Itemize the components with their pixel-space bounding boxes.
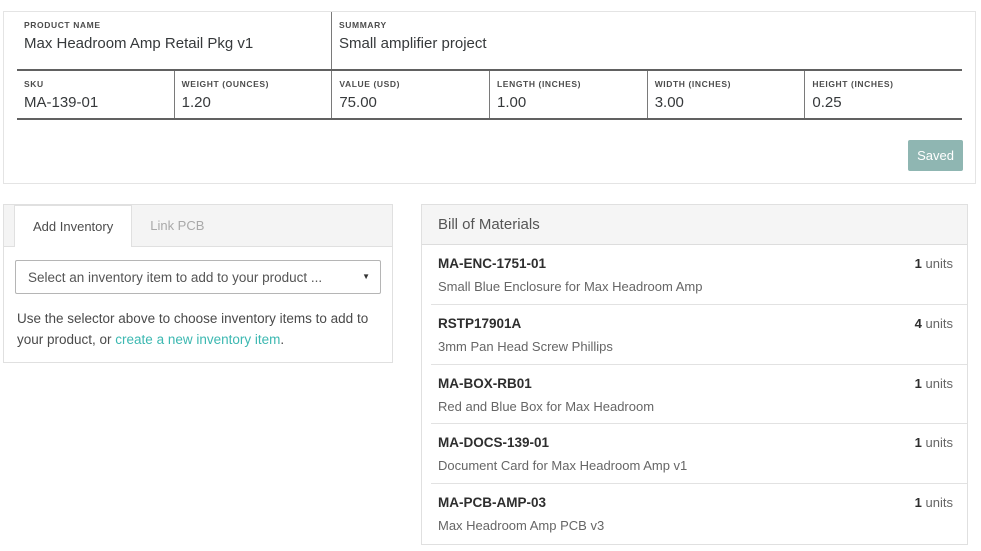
bom-item-description: Max Headroom Amp PCB v3 [438,518,605,534]
sku-field[interactable]: SKU MA-139-01 [17,71,174,118]
product-name-field[interactable]: PRODUCT NAME Max Headroom Amp Retail Pkg… [17,12,331,69]
inventory-select[interactable]: Select an inventory item to add to your … [15,260,381,294]
weight-label: WEIGHT (OUNCES) [181,79,270,89]
product-details-card: PRODUCT NAME Max Headroom Amp Retail Pkg… [3,11,976,184]
value-field[interactable]: VALUE (USD) 75.00 [331,71,489,118]
width-field[interactable]: WIDTH (INCHES) 3.00 [646,71,805,118]
height-field[interactable]: HEIGHT (INCHES) 0.25 [804,71,962,118]
bom-item-units: 1 units [915,376,953,391]
bill-of-materials-panel: Bill of Materials MA-ENC-1751-01 1 units… [421,204,968,545]
summary-field[interactable]: SUMMARY Small amplifier project [331,12,962,69]
bom-item-description: 3mm Pan Head Screw Phillips [438,338,613,354]
bom-unit-label: units [925,256,953,271]
length-field[interactable]: LENGTH (INCHES) 1.00 [489,71,647,118]
bom-item-sku: RSTP17901A [438,315,522,331]
tab-link-pcb[interactable]: Link PCB [150,218,205,233]
bom-item-description: Document Card for Max Headroom Amp v1 [438,458,688,474]
bom-item-sku: MA-BOX-RB01 [438,375,532,391]
card-footer: Saved [4,120,975,171]
create-inventory-item-link[interactable]: create a new inventory item [115,331,281,347]
saved-button[interactable]: Saved [908,140,963,171]
bom-item: MA-BOX-RB01 1 units Red and Blue Box for… [422,365,967,425]
chevron-down-icon: ▼ [362,272,370,281]
summary-value[interactable]: Small amplifier project [339,35,487,52]
tab-add-inventory[interactable]: Add Inventory [14,205,133,247]
add-inventory-body: Select an inventory item to add to your … [4,247,392,351]
bom-list: MA-ENC-1751-01 1 units Small Blue Enclos… [422,245,967,544]
sku-value[interactable]: MA-139-01 [24,94,99,111]
bom-item-sku: MA-DOCS-139-01 [438,435,550,451]
length-label: LENGTH (INCHES) [497,79,582,89]
inventory-help-text: Use the selector above to choose invento… [15,309,381,351]
length-value[interactable]: 1.00 [497,94,527,111]
inventory-tab-bar: Add Inventory Link PCB [4,205,392,247]
bom-title: Bill of Materials [422,205,967,245]
weight-value[interactable]: 1.20 [181,94,211,111]
bom-unit-label: units [925,495,953,511]
help-text-after: . [280,331,285,347]
product-name-value[interactable]: Max Headroom Amp Retail Pkg v1 [24,35,254,52]
bom-item-qty: 4 [914,315,922,331]
inventory-select-placeholder: Select an inventory item to add to your … [28,269,323,285]
bom-item-sku: MA-PCB-AMP-03 [438,495,546,511]
bom-item-description: Small Blue Enclosure for Max Headroom Am… [438,279,703,294]
width-value[interactable]: 3.00 [654,94,684,111]
width-label: WIDTH (INCHES) [654,79,732,89]
product-fields-row-1: PRODUCT NAME Max Headroom Amp Retail Pkg… [17,12,962,71]
sku-label: SKU [24,79,44,89]
help-text-before: Use the selector above to choose invento… [17,311,369,347]
value-label: VALUE (USD) [339,79,401,89]
product-fields-row-2: SKU MA-139-01 WEIGHT (OUNCES) 1.20 VALUE… [17,71,962,120]
bom-item: RSTP17901A 4 units 3mm Pan Head Screw Ph… [422,305,967,365]
bom-unit-label: units [925,315,953,331]
value-value[interactable]: 75.00 [339,94,377,111]
bom-item: MA-PCB-AMP-03 1 units Max Headroom Amp P… [422,484,967,544]
bom-item-units: 1 units [915,256,953,271]
bom-item-units: 1 units [915,495,953,510]
bom-item: MA-ENC-1751-01 1 units Small Blue Enclos… [422,245,967,305]
bom-item-units: 4 units [915,316,953,331]
bom-item-units: 1 units [915,435,953,450]
bom-item-qty: 1 [914,435,922,451]
bom-item: MA-DOCS-139-01 1 units Document Card for… [422,424,967,484]
bom-item-sku: MA-ENC-1751-01 [438,256,547,271]
bom-item-qty: 1 [914,256,922,271]
height-label: HEIGHT (INCHES) [812,79,894,89]
weight-field[interactable]: WEIGHT (OUNCES) 1.20 [173,71,332,118]
bom-unit-label: units [925,435,953,451]
add-inventory-panel: Add Inventory Link PCB Select an invento… [3,204,393,363]
summary-label: SUMMARY [339,20,387,30]
bom-item-qty: 1 [914,375,922,391]
bom-item-description: Red and Blue Box for Max Headroom [438,398,655,414]
bom-unit-label: units [925,375,953,391]
bom-item-qty: 1 [914,495,922,511]
product-name-label: PRODUCT NAME [24,20,101,30]
height-value[interactable]: 0.25 [812,94,842,111]
